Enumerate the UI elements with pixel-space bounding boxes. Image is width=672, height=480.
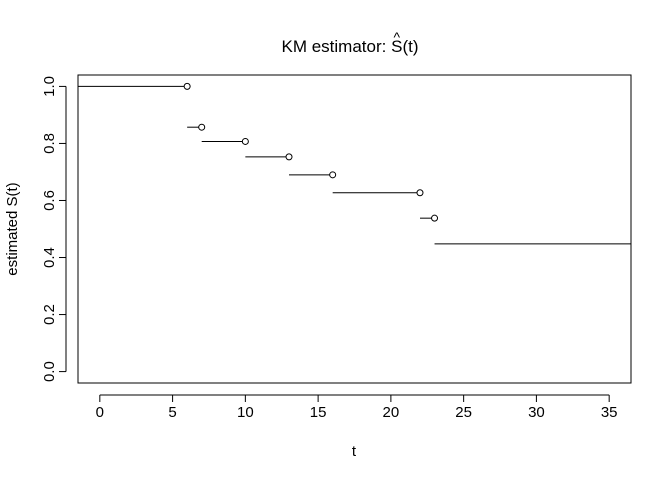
y-axis-label: estimated S(t) [4, 182, 21, 275]
censor-point [183, 82, 191, 90]
x-tick-label: 35 [601, 404, 618, 421]
chart-title-arg: (t) [402, 37, 418, 56]
chart-title: KM estimator: S(t) [282, 37, 419, 56]
y-tick-label: 0.2 [41, 304, 58, 325]
censor-point [198, 123, 206, 131]
x-tick-label: 30 [528, 404, 545, 421]
x-tick-label: 25 [455, 404, 472, 421]
y-tick-label: 0.4 [41, 247, 58, 268]
y-tick-label: 0.0 [41, 361, 58, 382]
censor-point [285, 153, 293, 161]
x-tick-label: 15 [310, 404, 327, 421]
y-tick-label: 0.6 [41, 190, 58, 211]
x-tick-label: 10 [237, 404, 254, 421]
y-tick-label: 0.8 [41, 133, 58, 154]
censor-point [329, 171, 337, 179]
chart-title-symbol: S [391, 37, 402, 56]
x-axis-label: t [352, 443, 357, 460]
chart-title-hat: ^ [393, 29, 400, 45]
x-tick-label: 0 [96, 404, 104, 421]
censor-point [431, 214, 439, 222]
y-tick-label: 1.0 [41, 76, 58, 97]
censor-point [416, 189, 424, 197]
censor-point [241, 137, 249, 145]
x-tick-label: 20 [383, 404, 400, 421]
x-tick-label: 5 [168, 404, 176, 421]
chart-title-text: KM estimator: [282, 37, 392, 56]
plot-frame [77, 74, 632, 384]
